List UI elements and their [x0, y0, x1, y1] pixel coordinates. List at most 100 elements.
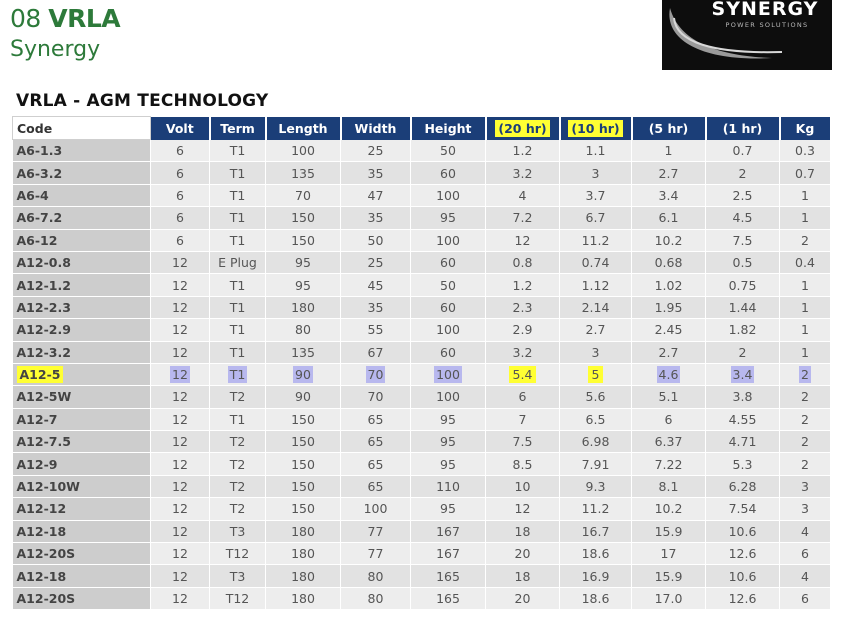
row-code-cell: A6-1.3: [12, 139, 151, 163]
table-cell: 50: [340, 229, 411, 252]
table-cell: T1: [209, 206, 266, 230]
table-cell: 35: [340, 296, 411, 320]
table-cell: 95: [265, 273, 341, 297]
table-row: A12-18 12 T3 180 80 165 18 16.9 15.9 10.6 4: [12, 564, 831, 588]
table-cell: 12: [150, 385, 210, 409]
table-cell: 6: [150, 161, 210, 185]
table-cell: T3: [209, 520, 266, 544]
table-cell: 3.8: [705, 385, 780, 409]
table-cell: 70: [340, 385, 411, 409]
table-cell: 3.7: [559, 184, 632, 208]
table-row: A12-20S 12 T12 180 77 167 20 18.6 17 12.6 6: [12, 542, 831, 566]
table-cell: 0.74: [559, 251, 632, 275]
page-title: 08 VRLA: [10, 4, 121, 34]
table-cell: 12: [485, 497, 560, 521]
table-cell: 3.4: [631, 184, 706, 208]
column-header-7: (10 hr): [559, 116, 633, 140]
highlighted-value: 12: [170, 366, 190, 384]
table-cell: 1: [779, 341, 831, 364]
table-cell: 60: [410, 251, 486, 275]
table-cell: 0.75: [705, 273, 780, 297]
table-cell: 18: [485, 564, 560, 588]
table-cell: 11.2: [559, 229, 632, 252]
table-cell: 1: [631, 139, 706, 163]
table-cell: 1: [779, 206, 831, 230]
table-cell: 5.6: [559, 385, 632, 409]
table-cell: 0.7: [705, 139, 780, 163]
table-cell: 2: [779, 385, 831, 409]
table-row: A12-2.3 12 T1 180 35 60 2.3 2.14 1.95 1.44 1: [12, 296, 831, 320]
table-cell: 12: [150, 273, 210, 297]
table-row: A12-7 12 T1 150 65 95 7 6.5 6 4.55 2: [12, 408, 831, 432]
table-cell: 2: [705, 341, 780, 364]
page-subtitle: Synergy: [10, 37, 101, 62]
table-cell: 3: [779, 497, 831, 521]
table-row: A12-1.2 12 T1 95 45 50 1.2 1.12 1.02 0.75 1: [12, 273, 831, 297]
table-cell: 18.6: [559, 542, 632, 566]
table-cell: 150: [265, 229, 341, 252]
table-cell: 16.9: [559, 564, 632, 588]
table-cell: 100: [410, 385, 486, 409]
table-cell: 4.6: [631, 363, 706, 387]
highlighted-value: 3.4: [730, 366, 755, 384]
table-cell: 1.82: [705, 318, 780, 342]
highlighted-value: 100: [434, 366, 462, 384]
table-cell: 12: [150, 318, 210, 342]
table-cell: 100: [265, 139, 341, 163]
table-cell: T2: [209, 430, 266, 454]
table-cell: 90: [265, 385, 341, 409]
table-cell: 3.2: [485, 161, 560, 185]
table-cell: 7.5: [485, 430, 560, 454]
table-cell: 7: [485, 408, 560, 432]
table-cell: 35: [340, 206, 411, 230]
row-code-cell: A12-18: [12, 564, 151, 588]
table-cell: T2: [209, 385, 266, 409]
table-cell: 2: [779, 430, 831, 454]
table-cell: T12: [209, 542, 266, 566]
table-cell: 12: [150, 430, 210, 454]
table-cell: 80: [340, 564, 411, 588]
table-row: A12-2.9 12 T1 80 55 100 2.9 2.7 2.45 1.82 1: [12, 318, 831, 342]
row-code-cell: A12-2.3: [12, 296, 151, 320]
swoosh-icon: [669, 8, 783, 59]
table-cell: 5: [559, 363, 632, 387]
table-cell: 12: [150, 587, 210, 611]
highlighted-value: 5: [587, 366, 604, 384]
table-cell: 10.6: [705, 520, 780, 544]
table-cell: 1.44: [705, 296, 780, 320]
table-cell: 2.7: [631, 341, 706, 364]
table-cell: 100: [410, 363, 486, 387]
table-cell: 10.2: [631, 229, 706, 252]
table-cell: 6.28: [705, 475, 780, 499]
column-header-3: Length: [265, 116, 342, 140]
table-cell: 60: [410, 161, 486, 185]
table-cell: 11.2: [559, 497, 632, 521]
table-cell: T1: [209, 184, 266, 208]
table-cell: 165: [410, 564, 486, 588]
table-cell: 135: [265, 341, 341, 364]
table-row: A12-10W 12 T2 150 65 110 10 9.3 8.1 6.28 3: [12, 475, 831, 499]
table-cell: 90: [265, 363, 341, 387]
table-cell: 1.2: [485, 139, 560, 163]
table-cell: T2: [209, 475, 266, 499]
table-cell: 50: [410, 139, 486, 163]
table-cell: T1: [209, 161, 266, 185]
table-cell: 6.7: [559, 206, 632, 230]
row-code-cell: A12-20S: [12, 587, 151, 611]
table-cell: 8.1: [631, 475, 706, 499]
table-cell: T1: [209, 273, 266, 297]
row-code-cell: A12-5W: [12, 385, 151, 409]
column-header-1: Volt: [150, 116, 211, 140]
table-row: A12-9 12 T2 150 65 95 8.5 7.91 7.22 5.3 2: [12, 452, 831, 476]
table-cell: 6.98: [559, 430, 632, 454]
table-cell: 1: [779, 273, 831, 297]
table-cell: 0.8: [485, 251, 560, 275]
table-cell: 167: [410, 542, 486, 566]
table-cell: T3: [209, 564, 266, 588]
logo-tagline: POWER SOLUTIONS: [725, 21, 809, 29]
table-cell: 12: [150, 497, 210, 521]
column-header-8: (5 hr): [631, 116, 707, 140]
table-cell: 16.7: [559, 520, 632, 544]
table-cell: 1.12: [559, 273, 632, 297]
table-cell: 95: [410, 452, 486, 476]
